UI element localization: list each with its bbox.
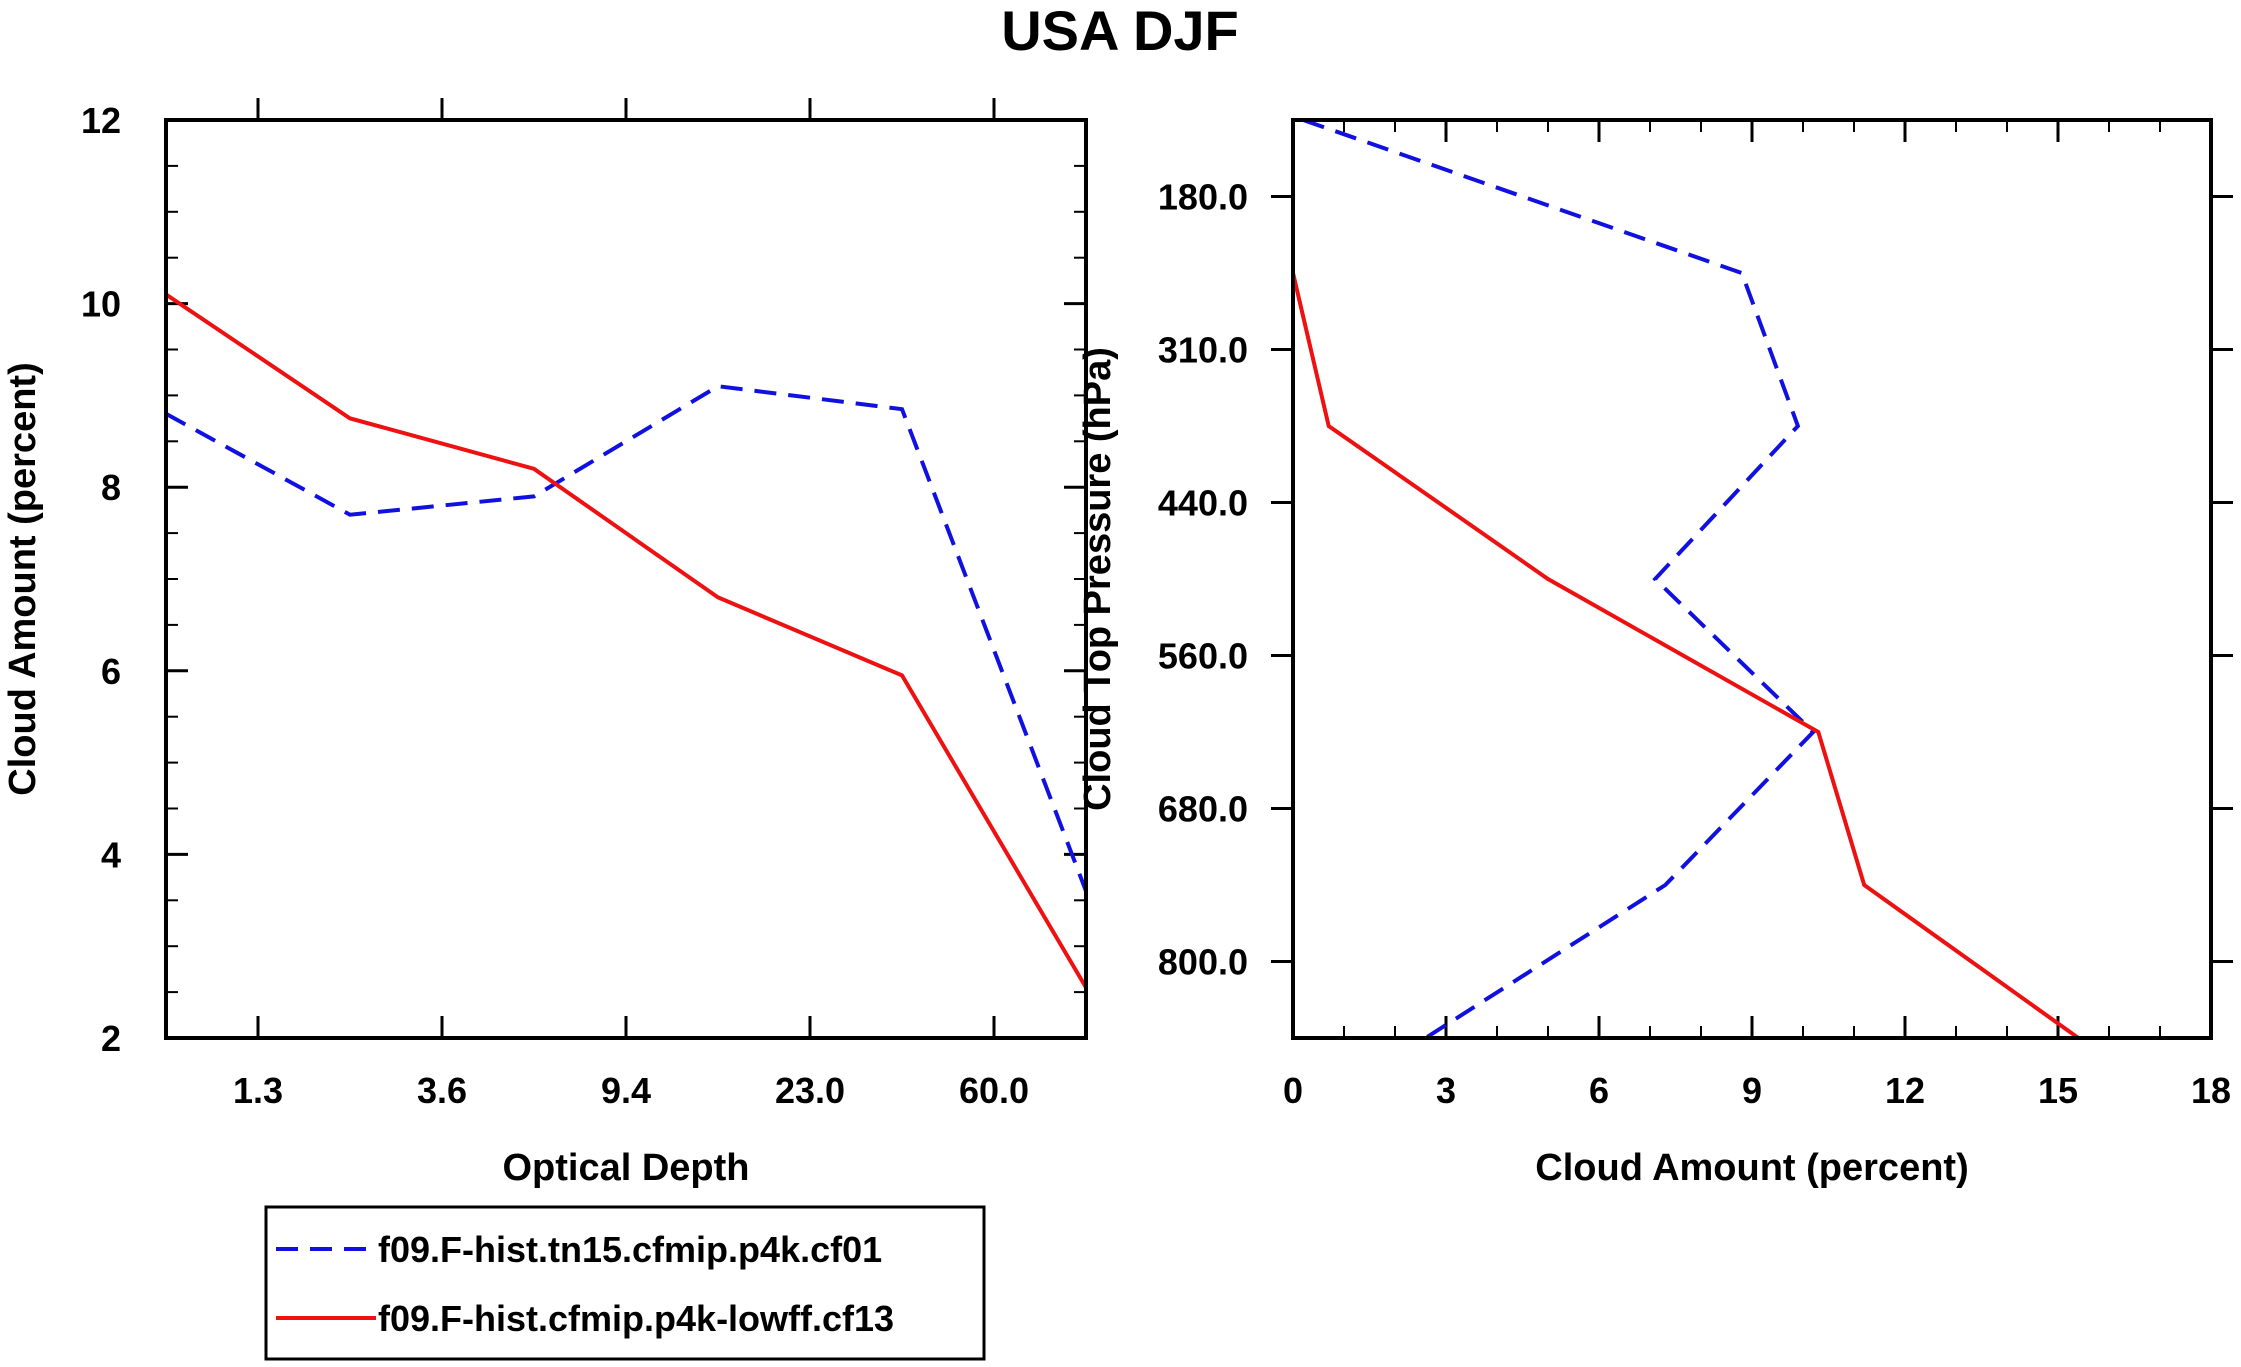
right-y-tick-label: 680.0 — [1158, 789, 1248, 830]
right-x-tick-label: 9 — [1742, 1070, 1762, 1111]
right-y-tick-label: 310.0 — [1158, 330, 1248, 371]
right-x-axis-label: Cloud Amount (percent) — [1535, 1147, 1968, 1189]
legend: f09.F-hist.tn15.cfmip.p4k.cf01 f09.F-his… — [264, 1205, 986, 1361]
left-x-tick-label: 3.6 — [417, 1070, 467, 1111]
right-y-tick-label: 800.0 — [1158, 942, 1248, 983]
left-tick-labels: 2 4 6 8 10 12 1.3 3.6 9.4 23.0 60.0 — [81, 100, 1029, 1111]
right-x-tick-label: 3 — [1436, 1070, 1456, 1111]
right-x-tick-label: 6 — [1589, 1070, 1609, 1111]
right-x-tick-label: 18 — [2191, 1070, 2231, 1111]
left-series-cf01-line — [165, 384, 1088, 892]
left-x-tick-label: 60.0 — [959, 1070, 1029, 1111]
right-y-tick-label: 440.0 — [1158, 483, 1248, 524]
left-y-tick-label: 4 — [101, 834, 121, 875]
left-y-tick-label: 2 — [101, 1018, 121, 1059]
right-y-tick-label: 560.0 — [1158, 636, 1248, 677]
right-series — [1291, 118, 2080, 1040]
left-series — [164, 292, 1088, 989]
right-x-tick-label: 12 — [1885, 1070, 1925, 1111]
chart-title: USA DJF — [1001, 0, 1239, 62]
left-plot-frame — [164, 118, 1088, 1040]
left-x-tick-label: 1.3 — [233, 1070, 283, 1111]
right-panel: 0 3 6 9 12 15 18 180.0 310.0 440.0 560.0 680.0 800.0… — [1077, 118, 2233, 1189]
left-y-tick-label: 10 — [81, 284, 121, 325]
left-y-axis-label: Cloud Amount (percent) — [2, 362, 44, 795]
right-y-axis-label: Cloud Top Pressure (hPa) — [1077, 347, 1119, 811]
left-y-tick-label: 8 — [101, 467, 121, 508]
right-x-tick-label: 15 — [2038, 1070, 2078, 1111]
right-plot-frame — [1291, 118, 2213, 1040]
left-x-tick-label: 9.4 — [601, 1070, 651, 1111]
legend-item-label: f09.F-hist.tn15.cfmip.p4k.cf01 — [378, 1229, 882, 1270]
left-x-axis-label: Optical Depth — [502, 1147, 749, 1189]
right-y-tick-label: 180.0 — [1158, 177, 1248, 218]
legend-box — [264, 1205, 986, 1361]
left-ticks — [166, 98, 1086, 1040]
right-x-tick-label: 0 — [1283, 1070, 1303, 1111]
left-y-tick-label: 6 — [101, 651, 121, 692]
right-series-cf13-line — [1291, 272, 2080, 1040]
legend-item-label: f09.F-hist.cfmip.p4k-lowff.cf13 — [378, 1298, 894, 1339]
right-ticks — [1271, 120, 2233, 1038]
right-tick-labels: 0 3 6 9 12 15 18 180.0 310.0 440.0 560.0 680.0 800.0 — [1158, 177, 2231, 1112]
left-y-tick-label: 12 — [81, 100, 121, 141]
left-series-cf13-line — [164, 292, 1088, 989]
left-x-tick-label: 23.0 — [775, 1070, 845, 1111]
right-series-cf01-line — [1302, 118, 1817, 1040]
